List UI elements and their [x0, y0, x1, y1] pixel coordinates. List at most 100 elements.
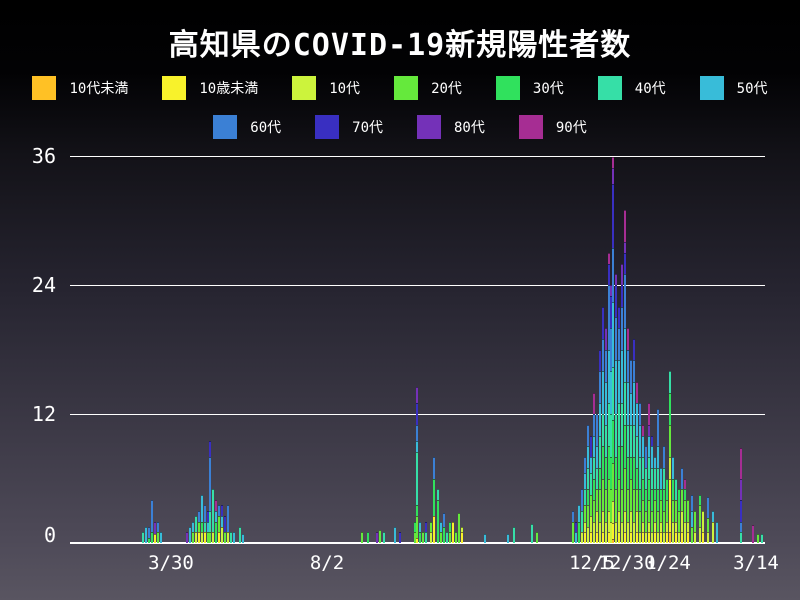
- bar-segment: [618, 306, 620, 328]
- bar-segment: [484, 534, 486, 543]
- bar-segment: [587, 467, 589, 490]
- bar: [605, 328, 607, 543]
- bar-segment: [610, 371, 612, 414]
- bar-segment: [154, 534, 156, 543]
- bar-segment: [198, 510, 200, 522]
- bar-segment: [630, 478, 632, 511]
- bar-segment: [699, 526, 701, 543]
- bar-segment: [621, 263, 623, 285]
- bar: [536, 532, 538, 543]
- bar-segment: [599, 467, 601, 490]
- bar-segment: [694, 510, 696, 533]
- bar-segment: [621, 285, 623, 307]
- bar: [621, 263, 623, 543]
- bar: [186, 532, 188, 543]
- bar-segment: [536, 532, 538, 543]
- bar-segment: [204, 532, 206, 543]
- bar-segment: [642, 424, 644, 436]
- bar-segment: [224, 532, 226, 543]
- bar-segment: [654, 489, 656, 500]
- bar-segment: [618, 328, 620, 361]
- legend-item-6: 50代: [699, 76, 768, 100]
- bar-segment: [648, 403, 650, 425]
- bar-segment: [608, 532, 610, 543]
- bar-segment: [663, 446, 665, 468]
- bar-segment: [636, 381, 638, 404]
- bar-segment: [645, 532, 647, 543]
- bar-segment: [608, 478, 610, 511]
- bar-segment: [681, 489, 683, 511]
- bar-segment: [430, 521, 432, 533]
- legend-swatch-icon: [699, 76, 724, 100]
- bar-segment: [593, 392, 595, 414]
- bar-segment: [684, 521, 686, 543]
- bar: [740, 448, 742, 543]
- bar-segment: [227, 505, 229, 533]
- bar-segment: [572, 510, 574, 522]
- bar: [712, 510, 714, 543]
- bar-segment: [707, 496, 709, 519]
- bar: [654, 457, 656, 543]
- bar: [455, 532, 457, 543]
- bar-segment: [605, 381, 607, 425]
- bar-segment: [610, 521, 612, 543]
- bar: [575, 521, 577, 543]
- bar: [687, 500, 689, 543]
- bar-segment: [672, 500, 674, 522]
- legend-item-8: 70代: [315, 115, 383, 139]
- bar-segment: [630, 510, 632, 533]
- bar-segment: [615, 317, 617, 361]
- bar: [160, 532, 162, 543]
- bar-segment: [399, 532, 401, 543]
- bar-segment: [669, 371, 671, 393]
- bar-segment: [599, 371, 601, 404]
- bar-segment: [587, 424, 589, 447]
- legend-label: 50代: [736, 81, 768, 97]
- bar: [596, 414, 598, 543]
- bar: [215, 500, 217, 543]
- bar-segment: [419, 532, 421, 543]
- bar-segment: [605, 457, 607, 490]
- bar-segment: [593, 457, 595, 479]
- bar-segment: [221, 505, 223, 517]
- bar-segment: [612, 157, 614, 168]
- bar-segment: [590, 516, 592, 533]
- bar-segment: [663, 510, 665, 533]
- bar: [419, 521, 421, 543]
- legend: 10代未満 10歳未満 10代 20代 30代 40代 50代 60代 70代 80代 90代: [0, 76, 800, 139]
- bar-segment: [627, 381, 629, 425]
- bar: [757, 534, 759, 543]
- y-tick-label-36: 36: [31, 144, 56, 168]
- bar-segment: [675, 478, 677, 500]
- bar: [642, 424, 644, 543]
- bar-segment: [684, 500, 686, 522]
- bar-segment: [621, 349, 623, 404]
- bar-segment: [687, 500, 689, 522]
- bar-segment: [636, 435, 638, 468]
- bar-segment: [610, 457, 612, 490]
- bar: [207, 510, 209, 543]
- bar-segment: [602, 338, 604, 371]
- bar-segment: [740, 532, 742, 543]
- bar-segment: [242, 534, 244, 543]
- legend-swatch-icon: [32, 76, 57, 100]
- bar-segment: [605, 521, 607, 543]
- bar-segment: [660, 489, 662, 500]
- bar-segment: [596, 414, 598, 447]
- bar-segment: [584, 532, 586, 543]
- bar-segment: [204, 505, 206, 522]
- bar-segment: [419, 521, 421, 533]
- bar-segment: [666, 500, 668, 522]
- legend-label: 10代未満: [69, 81, 129, 97]
- bar-segment: [610, 328, 612, 371]
- bar: [204, 505, 206, 543]
- bar: [678, 489, 680, 543]
- bar-segment: [712, 521, 714, 543]
- bar-segment: [654, 521, 656, 533]
- y-tick-label-0: 0: [43, 523, 56, 547]
- bar-segment: [433, 457, 435, 479]
- bar-segment: [201, 532, 203, 543]
- bar-segment: [581, 510, 583, 533]
- legend-swatch-icon: [597, 76, 622, 100]
- bar-segment: [608, 510, 610, 533]
